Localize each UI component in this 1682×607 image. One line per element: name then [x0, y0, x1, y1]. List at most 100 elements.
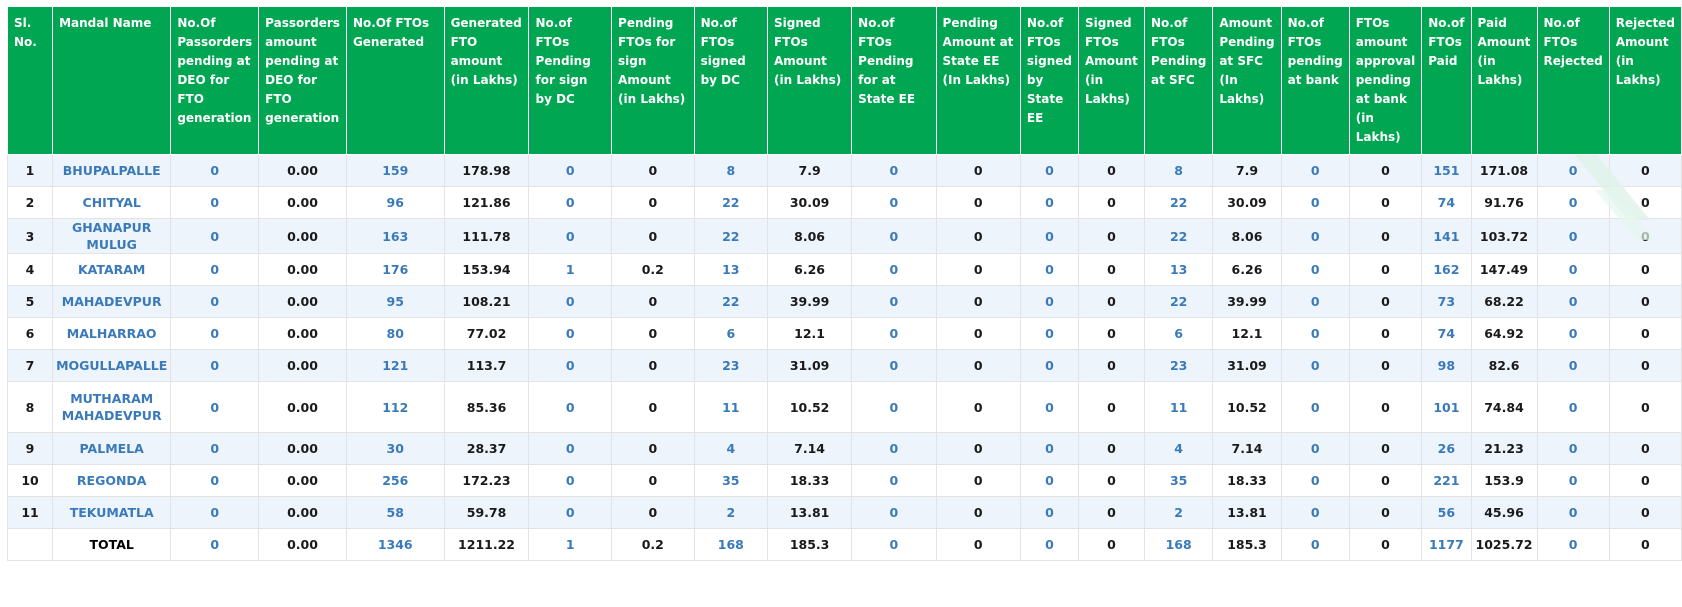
count-link[interactable]: 0 — [170, 285, 260, 318]
count-link[interactable]: 0 — [1019, 186, 1080, 219]
count-link[interactable]: 2 — [1143, 496, 1214, 529]
count-link[interactable]: 2 — [693, 496, 769, 529]
count-link[interactable]: 22 — [693, 186, 769, 219]
count-link[interactable]: 0 — [1536, 432, 1610, 465]
mandal-name-link[interactable]: REGONDA — [52, 464, 172, 497]
count-link[interactable]: 0 — [1280, 218, 1350, 254]
mandal-name-link[interactable]: MALHARRAO — [52, 317, 172, 350]
count-link[interactable]: 0 — [851, 432, 937, 465]
count-link[interactable]: 11 — [693, 381, 769, 433]
count-link[interactable]: 0 — [528, 285, 613, 318]
count-link[interactable]: 74 — [1421, 186, 1472, 219]
count-link[interactable]: 1346 — [345, 528, 445, 561]
count-link[interactable]: 13 — [1143, 253, 1214, 286]
count-link[interactable]: 0 — [1019, 381, 1080, 433]
count-link[interactable]: 11 — [1143, 381, 1214, 433]
count-link[interactable]: 23 — [693, 349, 769, 382]
count-link[interactable]: 95 — [345, 285, 445, 318]
count-link[interactable]: 0 — [1019, 218, 1080, 254]
count-link[interactable]: 22 — [1143, 186, 1214, 219]
count-link[interactable]: 0 — [170, 528, 260, 561]
count-link[interactable]: 0 — [1280, 154, 1350, 187]
count-link[interactable]: 0 — [851, 186, 937, 219]
count-link[interactable]: 0 — [1536, 496, 1610, 529]
count-link[interactable]: 4 — [693, 432, 769, 465]
count-link[interactable]: 0 — [1536, 381, 1610, 433]
count-link[interactable]: 0 — [851, 154, 937, 187]
count-link[interactable]: 56 — [1421, 496, 1472, 529]
count-link[interactable]: 0 — [528, 464, 613, 497]
count-link[interactable]: 0 — [851, 253, 937, 286]
count-link[interactable]: 0 — [1536, 154, 1610, 187]
count-link[interactable]: 0 — [170, 464, 260, 497]
count-link[interactable]: 0 — [851, 285, 937, 318]
count-link[interactable]: 159 — [345, 154, 445, 187]
count-link[interactable]: 0 — [1019, 154, 1080, 187]
count-link[interactable]: 0 — [528, 496, 613, 529]
count-link[interactable]: 0 — [1019, 464, 1080, 497]
mandal-name-link[interactable]: KATARAM — [52, 253, 172, 286]
count-link[interactable]: 73 — [1421, 285, 1472, 318]
mandal-name-link[interactable]: TEKUMATLA — [52, 496, 172, 529]
count-link[interactable]: 0 — [528, 154, 613, 187]
count-link[interactable]: 1 — [528, 528, 613, 561]
count-link[interactable]: 0 — [1019, 349, 1080, 382]
count-link[interactable]: 0 — [851, 218, 937, 254]
count-link[interactable]: 0 — [170, 432, 260, 465]
count-link[interactable]: 30 — [345, 432, 445, 465]
count-link[interactable]: 0 — [528, 186, 613, 219]
count-link[interactable]: 0 — [1536, 285, 1610, 318]
count-link[interactable]: 168 — [693, 528, 769, 561]
count-link[interactable]: 0 — [1019, 528, 1080, 561]
count-link[interactable]: 0 — [170, 154, 260, 187]
count-link[interactable]: 13 — [693, 253, 769, 286]
count-link[interactable]: 0 — [170, 253, 260, 286]
count-link[interactable]: 23 — [1143, 349, 1214, 382]
count-link[interactable]: 0 — [1280, 496, 1350, 529]
count-link[interactable]: 162 — [1421, 253, 1472, 286]
count-link[interactable]: 0 — [1536, 253, 1610, 286]
count-link[interactable]: 121 — [345, 349, 445, 382]
count-link[interactable]: 0 — [1280, 432, 1350, 465]
count-link[interactable]: 0 — [851, 317, 937, 350]
count-link[interactable]: 0 — [170, 381, 260, 433]
count-link[interactable]: 221 — [1421, 464, 1472, 497]
count-link[interactable]: 6 — [1143, 317, 1214, 350]
count-link[interactable]: 1 — [528, 253, 613, 286]
count-link[interactable]: 0 — [1536, 317, 1610, 350]
count-link[interactable]: 80 — [345, 317, 445, 350]
count-link[interactable]: 101 — [1421, 381, 1472, 433]
count-link[interactable]: 0 — [851, 349, 937, 382]
count-link[interactable]: 0 — [528, 317, 613, 350]
count-link[interactable]: 0 — [1280, 464, 1350, 497]
count-link[interactable]: 256 — [345, 464, 445, 497]
count-link[interactable]: 0 — [170, 349, 260, 382]
count-link[interactable]: 0 — [1280, 253, 1350, 286]
count-link[interactable]: 0 — [528, 381, 613, 433]
mandal-name-link[interactable]: GHANAPUR MULUG — [52, 218, 172, 254]
count-link[interactable]: 112 — [345, 381, 445, 433]
count-link[interactable]: 22 — [1143, 285, 1214, 318]
count-link[interactable]: 0 — [1019, 253, 1080, 286]
count-link[interactable]: 0 — [170, 218, 260, 254]
count-link[interactable]: 176 — [345, 253, 445, 286]
mandal-name-link[interactable]: MOGULLAPALLE — [52, 349, 172, 382]
mandal-name-link[interactable]: PALMELA — [52, 432, 172, 465]
count-link[interactable]: 0 — [1019, 432, 1080, 465]
count-link[interactable]: 98 — [1421, 349, 1472, 382]
count-link[interactable]: 0 — [528, 432, 613, 465]
count-link[interactable]: 0 — [851, 496, 937, 529]
count-link[interactable]: 0 — [851, 381, 937, 433]
mandal-name-link[interactable]: CHITYAL — [52, 186, 172, 219]
count-link[interactable]: 141 — [1421, 218, 1472, 254]
count-link[interactable]: 0 — [1019, 317, 1080, 350]
count-link[interactable]: 22 — [693, 218, 769, 254]
count-link[interactable]: 0 — [170, 186, 260, 219]
count-link[interactable]: 1177 — [1421, 528, 1472, 561]
count-link[interactable]: 74 — [1421, 317, 1472, 350]
count-link[interactable]: 0 — [1280, 528, 1350, 561]
count-link[interactable]: 26 — [1421, 432, 1472, 465]
count-link[interactable]: 0 — [1019, 496, 1080, 529]
count-link[interactable]: 0 — [1536, 349, 1610, 382]
mandal-name-link[interactable]: MUTHARAM MAHADEVPUR — [52, 381, 172, 433]
